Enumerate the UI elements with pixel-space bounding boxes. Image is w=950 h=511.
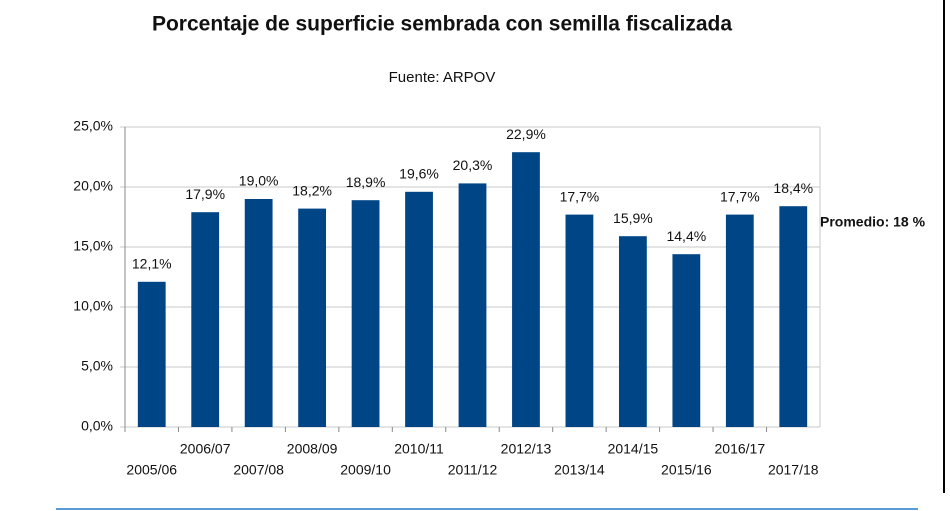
x-tick-label: 2015/16: [661, 462, 712, 478]
y-tick-label: 5,0%: [81, 358, 113, 374]
x-tick-label: 2011/12: [448, 462, 498, 478]
x-tick-label: 2009/10: [340, 462, 391, 478]
x-tick-label: 2017/18: [768, 462, 819, 478]
y-tick-label: 25,0%: [73, 118, 113, 134]
bar: [191, 212, 220, 427]
bar: [725, 214, 754, 427]
x-tick-label: 2008/09: [287, 441, 338, 457]
bar: [512, 152, 540, 427]
x-tick-label: 2005/06: [126, 462, 177, 478]
y-tick-label: 0,0%: [81, 418, 113, 434]
x-tick-label: 2013/14: [554, 462, 605, 478]
value-label: 19,0%: [239, 173, 279, 189]
value-label: 12,1%: [132, 256, 172, 272]
y-tick-label: 15,0%: [73, 238, 113, 254]
bar: [458, 183, 487, 427]
x-tick-label: 2012/13: [501, 441, 552, 457]
value-label: 18,2%: [292, 182, 332, 198]
x-tick-label: 2007/08: [233, 462, 284, 478]
value-label: 14,4%: [666, 228, 706, 244]
bar: [137, 281, 166, 427]
bar: [244, 199, 273, 427]
value-label: 18,4%: [773, 180, 813, 196]
x-tick-label: 2014/15: [608, 441, 659, 457]
value-label: 17,7%: [560, 188, 600, 204]
x-tick-label: 2006/07: [180, 441, 231, 457]
bar: [672, 254, 701, 427]
bar: [351, 200, 380, 427]
chart-title: Porcentaje de superficie sembrada con se…: [152, 13, 732, 36]
value-label: 17,7%: [720, 188, 760, 204]
x-tick-label: 2016/17: [715, 441, 766, 457]
bar: [405, 191, 433, 427]
x-tick-label: 2010/11: [394, 441, 444, 457]
bar: [565, 214, 594, 427]
bar: [298, 208, 327, 427]
y-tick-label: 10,0%: [73, 298, 113, 314]
annotation: Promedio: 18 %: [820, 214, 926, 230]
value-label: 22,9%: [506, 126, 546, 142]
bar: [779, 206, 808, 427]
value-label: 19,6%: [399, 166, 439, 182]
bar: [618, 236, 647, 427]
value-label: 17,9%: [185, 186, 225, 202]
y-tick-label: 20,0%: [73, 178, 113, 194]
value-label: 18,9%: [346, 174, 386, 190]
value-label: 15,9%: [613, 210, 653, 226]
value-label: 20,3%: [453, 157, 493, 173]
chart-subtitle: Fuente: ARPOV: [389, 69, 496, 86]
